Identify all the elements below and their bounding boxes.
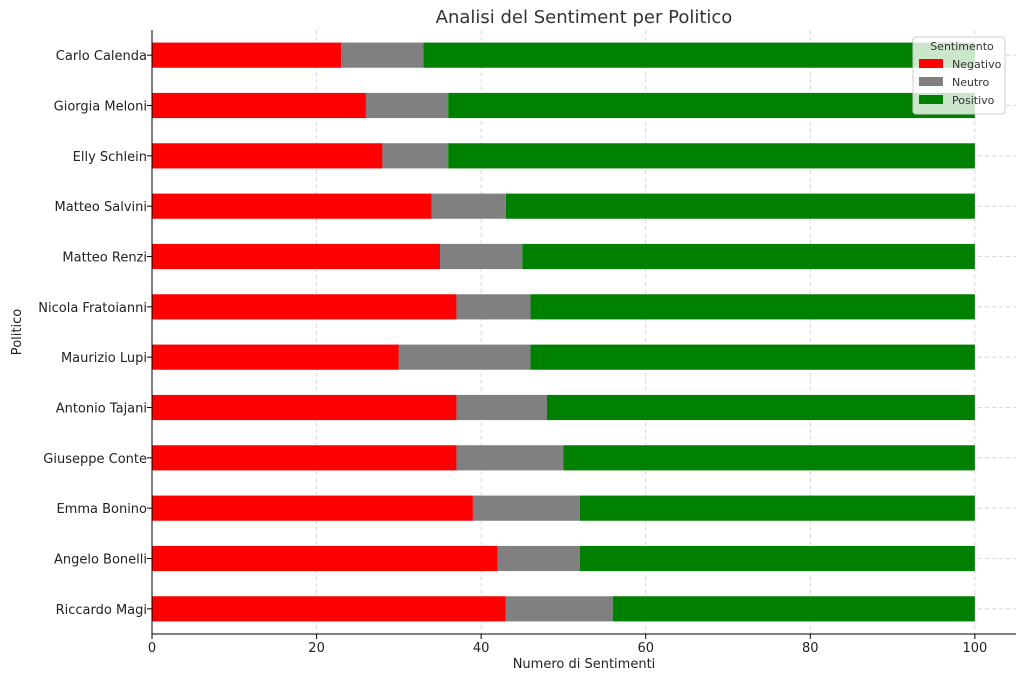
y-tick-label: Maurizio Lupi bbox=[61, 351, 147, 366]
legend-swatch-neutro bbox=[919, 77, 943, 86]
y-tick-label: Matteo Renzi bbox=[62, 251, 147, 266]
y-tick-label: Giuseppe Conte bbox=[43, 452, 147, 467]
bar-neutro bbox=[365, 92, 449, 119]
y-tick-label: Emma Bonino bbox=[56, 502, 147, 517]
bar-neutro bbox=[382, 143, 449, 169]
axes bbox=[151, 30, 1016, 635]
chart-title: Analisi del Sentiment per Politico bbox=[436, 7, 733, 28]
y-tick-label: Angelo Bonelli bbox=[54, 553, 147, 568]
bar-neutro bbox=[398, 344, 531, 370]
bar-neutro bbox=[456, 294, 531, 320]
bar-negativo bbox=[152, 445, 457, 471]
bar-negativo bbox=[152, 344, 399, 370]
bar-neutro bbox=[456, 445, 564, 471]
x-tick-label: 0 bbox=[148, 641, 156, 656]
legend-swatch-positivo bbox=[919, 95, 943, 104]
bar-neutro bbox=[497, 545, 580, 572]
bar-neutro bbox=[431, 193, 506, 219]
legend-swatch-negativo bbox=[919, 59, 943, 68]
x-tick-label: 80 bbox=[802, 641, 819, 656]
x-tick-label: 60 bbox=[637, 641, 654, 656]
x-ticks: 0 20 40 60 80 100 bbox=[148, 634, 987, 656]
bar-neutro bbox=[456, 394, 547, 421]
bar-positivo bbox=[579, 495, 975, 521]
y-axis-title: Politico bbox=[10, 309, 25, 355]
x-tick-label: 100 bbox=[962, 641, 987, 656]
y-tick-label: Antonio Tajani bbox=[56, 402, 147, 417]
bar-negativo bbox=[152, 394, 457, 421]
legend-label-positivo: Positivo bbox=[952, 94, 995, 107]
bars bbox=[152, 42, 975, 622]
x-axis-title: Numero di Sentimenti bbox=[513, 657, 656, 672]
y-tick-label: Riccardo Magi bbox=[56, 603, 147, 618]
bar-positivo bbox=[448, 143, 975, 169]
bar-neutro bbox=[472, 495, 580, 521]
bar-positivo bbox=[423, 42, 975, 68]
legend-label-negativo: Negativo bbox=[952, 58, 1002, 71]
bar-negativo bbox=[152, 596, 506, 622]
bar-negativo bbox=[152, 545, 498, 572]
bar-positivo bbox=[530, 344, 975, 370]
bar-negativo bbox=[152, 294, 457, 320]
legend-label-neutro: Neutro bbox=[952, 76, 990, 89]
bar-negativo bbox=[152, 193, 432, 219]
bar-negativo bbox=[152, 495, 473, 521]
bar-positivo bbox=[579, 545, 975, 572]
y-tick-label: Carlo Calenda bbox=[56, 49, 147, 64]
bar-negativo bbox=[152, 92, 366, 119]
bar-neutro bbox=[341, 42, 424, 68]
bar-neutro bbox=[505, 596, 613, 622]
bar-positivo bbox=[546, 394, 975, 421]
legend-title: Sentimento bbox=[930, 40, 994, 53]
legend: Sentimento Negativo Neutro Positivo bbox=[912, 36, 1006, 115]
bar-positivo bbox=[448, 92, 975, 119]
bar-negativo bbox=[152, 143, 383, 169]
bar-negativo bbox=[152, 243, 440, 270]
bar-positivo bbox=[563, 445, 975, 471]
bar-neutro bbox=[440, 243, 523, 270]
y-tick-label: Matteo Salvini bbox=[55, 200, 147, 215]
bar-positivo bbox=[612, 596, 975, 622]
y-tick-label: Giorgia Meloni bbox=[54, 100, 147, 115]
legend-box bbox=[912, 36, 1006, 115]
x-tick-label: 40 bbox=[473, 641, 490, 656]
y-tick-label: Nicola Fratoianni bbox=[38, 301, 147, 316]
bar-negativo bbox=[152, 42, 342, 68]
x-tick-label: 20 bbox=[308, 641, 325, 656]
bar-positivo bbox=[505, 193, 975, 219]
y-ticks: Carlo Calenda Giorgia Meloni Elly Schlein M… bbox=[38, 49, 152, 618]
bar-positivo bbox=[530, 294, 975, 320]
grid bbox=[151, 30, 1016, 634]
y-tick-label: Elly Schlein bbox=[73, 150, 147, 165]
bar-positivo bbox=[522, 243, 975, 270]
